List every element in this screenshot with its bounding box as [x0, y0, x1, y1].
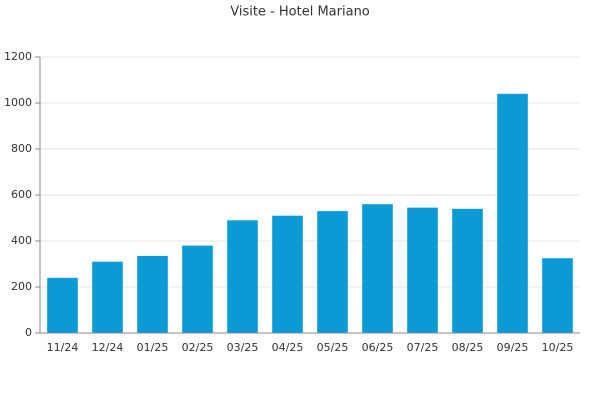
- y-tick-label: 1200: [4, 50, 32, 63]
- bar: [137, 255, 168, 333]
- x-tick-label: 07/25: [407, 341, 439, 354]
- y-tick-label: 800: [11, 142, 32, 155]
- x-tick-label: 03/25: [227, 341, 259, 354]
- bar: [497, 93, 528, 333]
- x-tick-label: 10/25: [542, 341, 574, 354]
- bar: [47, 277, 78, 333]
- bar: [317, 211, 348, 333]
- x-tick-label: 05/25: [317, 341, 349, 354]
- x-tick-label: 09/25: [497, 341, 529, 354]
- bar: [182, 245, 213, 333]
- y-tick-label: 1000: [4, 96, 32, 109]
- bar: [92, 261, 123, 333]
- x-tick-label: 04/25: [272, 341, 304, 354]
- y-tick-label: 600: [11, 188, 32, 201]
- y-tick-label: 400: [11, 234, 32, 247]
- x-tick-label: 01/25: [137, 341, 169, 354]
- y-tick-label: 200: [11, 280, 32, 293]
- bar: [542, 258, 573, 333]
- x-tick-label: 06/25: [362, 341, 394, 354]
- bar: [452, 208, 483, 333]
- bar: [407, 207, 438, 333]
- chart-title: Visite - Hotel Mariano: [230, 5, 370, 20]
- bar: [227, 220, 258, 333]
- x-tick-label: 08/25: [452, 341, 484, 354]
- x-tick-label: 02/25: [182, 341, 214, 354]
- x-tick-label: 11/24: [47, 341, 79, 354]
- bar: [272, 215, 303, 333]
- bar: [362, 204, 393, 333]
- y-tick-label: 0: [25, 326, 32, 339]
- x-tick-label: 12/24: [92, 341, 124, 354]
